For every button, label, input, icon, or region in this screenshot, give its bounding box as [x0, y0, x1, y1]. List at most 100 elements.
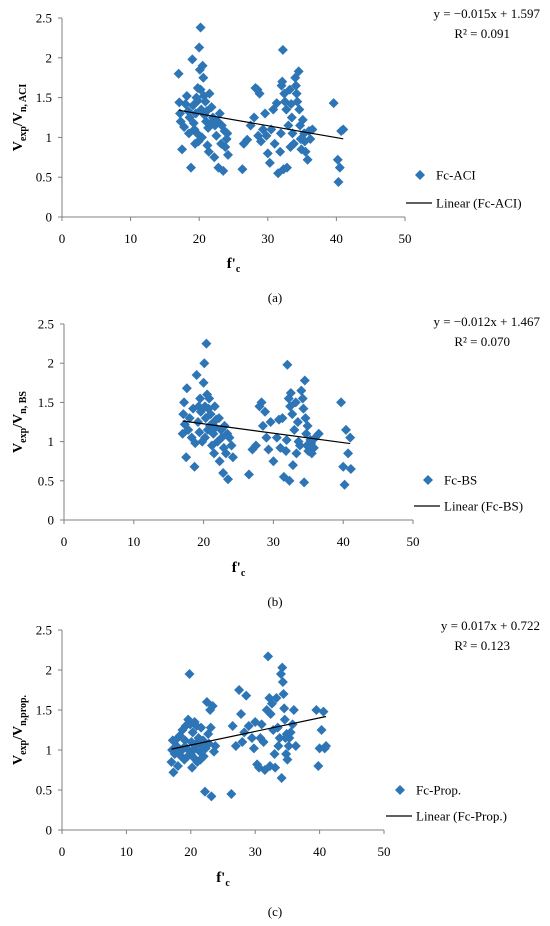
data-point — [345, 464, 356, 475]
data-point — [201, 106, 212, 117]
x-axis-title: f'c — [216, 870, 230, 889]
data-point — [242, 134, 253, 145]
y-tick-label: 1 — [46, 130, 53, 145]
data-point — [297, 393, 308, 404]
x-tick-label: 0 — [61, 534, 68, 549]
data-point — [183, 424, 194, 435]
data-point — [275, 146, 286, 157]
data-point — [192, 83, 203, 94]
data-point — [307, 124, 318, 135]
data-point — [195, 754, 206, 765]
data-point — [260, 108, 271, 119]
data-point — [261, 130, 272, 141]
legend: Fc-Prop. Linear (Fc-Prop.) — [386, 783, 507, 824]
data-point — [193, 417, 204, 427]
data-point — [262, 148, 273, 159]
data-point — [184, 669, 195, 679]
data-point — [213, 413, 224, 424]
data-point — [293, 436, 304, 447]
data-point — [313, 761, 324, 771]
data-point — [277, 76, 288, 87]
x-tick-label: 40 — [330, 231, 343, 246]
data-point — [198, 377, 209, 388]
data-point — [269, 749, 280, 759]
data-point — [290, 397, 301, 408]
x-tick-label: 10 — [124, 231, 137, 246]
data-point — [287, 460, 298, 471]
y-tick-label: 0.5 — [36, 170, 52, 185]
data-point — [299, 136, 310, 147]
data-point — [187, 727, 198, 738]
data-point — [345, 432, 356, 443]
data-point — [239, 727, 250, 738]
data-point — [187, 54, 198, 65]
data-point — [168, 767, 179, 778]
data-point — [207, 701, 218, 711]
data-point — [328, 98, 339, 109]
x-tick-label: 40 — [313, 844, 326, 859]
data-point — [187, 762, 198, 773]
legend-series-label: Fc-BS — [444, 473, 477, 488]
data-point — [278, 689, 289, 699]
data-point — [336, 397, 347, 408]
data-point — [199, 786, 210, 797]
data-point — [263, 651, 274, 662]
data-point — [181, 452, 192, 463]
data-point — [222, 128, 233, 139]
data-point — [265, 417, 276, 427]
data-point — [185, 162, 196, 173]
data-point — [291, 88, 302, 99]
data-point — [216, 120, 227, 131]
data-point — [227, 721, 238, 731]
y-tick-label: 2 — [46, 50, 53, 65]
data-point — [185, 719, 196, 730]
data-point — [255, 733, 266, 743]
legend-trendline-label: Linear (Fc-BS) — [444, 499, 523, 514]
data-point — [339, 479, 350, 490]
data-point — [271, 693, 282, 703]
data-point — [277, 677, 288, 687]
x-tick-label: 20 — [193, 231, 206, 246]
data-point — [282, 162, 293, 173]
data-point — [302, 154, 313, 165]
data-point — [199, 432, 210, 443]
x-tick-label: 20 — [184, 844, 197, 859]
data-point — [166, 757, 177, 767]
chart-panel-3: 0 0.5 1 1.5 2 2.5 0 10 20 30 40 50 y = 0.017x + 0.72… — [11, 618, 540, 919]
y-tick-label: 2.5 — [36, 623, 52, 638]
y-tick-label: 2 — [46, 663, 53, 678]
y-tick-label: 0 — [48, 513, 55, 528]
legend-marker — [415, 170, 425, 180]
data-point — [290, 80, 301, 91]
data-point — [243, 721, 254, 731]
legend-marker — [395, 785, 405, 795]
data-point — [175, 746, 186, 757]
data-point — [214, 108, 225, 119]
data-point — [263, 444, 274, 455]
data-point — [234, 685, 245, 695]
data-point — [284, 475, 295, 486]
data-point — [286, 112, 297, 123]
legend: Fc-BS Linear (Fc-BS) — [414, 473, 523, 514]
data-point — [300, 146, 311, 157]
x-tick-label: 50 — [399, 231, 412, 246]
data-point — [274, 733, 285, 743]
data-point — [192, 95, 203, 106]
data-point — [246, 733, 257, 743]
data-point — [299, 375, 310, 386]
data-point — [173, 68, 184, 79]
y-axis-title: Vexp/Vn, BS — [11, 391, 29, 453]
data-point — [250, 440, 261, 451]
data-point — [223, 149, 234, 160]
legend-trendline-label: Linear (Fc-Prop.) — [416, 809, 507, 824]
data-point — [321, 741, 332, 751]
data-point — [338, 461, 349, 472]
data-point — [257, 420, 268, 431]
data-point — [214, 456, 225, 467]
data-point — [269, 138, 280, 149]
data-point — [283, 741, 294, 751]
data-point — [318, 706, 329, 717]
data-point — [297, 114, 308, 125]
data-point — [196, 722, 207, 733]
r-squared-label: R² = 0.091 — [454, 26, 510, 41]
